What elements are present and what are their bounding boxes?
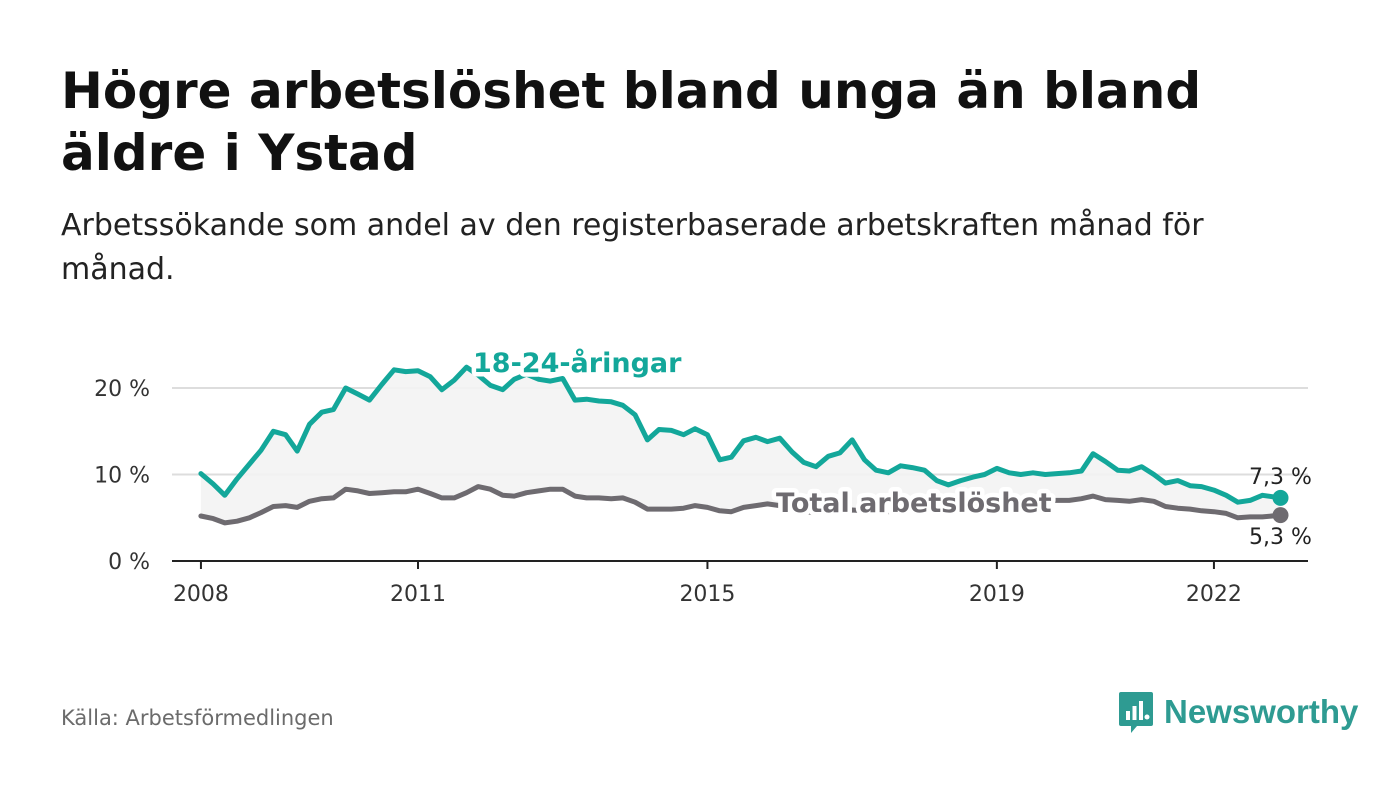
y-tick-label: 20 % — [94, 377, 150, 402]
series-end-point-total — [1272, 507, 1289, 524]
end-value-label-total: 5,3 % — [1249, 525, 1312, 550]
y-tick-label: 0 % — [108, 550, 150, 575]
source-note: Källa: Arbetsförmedlingen — [61, 706, 334, 730]
y-tick-label: 10 % — [94, 464, 150, 489]
x-tick-label: 2011 — [390, 582, 446, 607]
x-tick-label: 2019 — [969, 582, 1025, 607]
series-label-youth: 18-24-åringar — [473, 347, 682, 379]
x-tick-label: 2015 — [679, 582, 735, 607]
newsworthy-logo-icon — [1119, 692, 1153, 733]
series-end-point-youth — [1272, 489, 1289, 506]
series-label-total: Total arbetslöshet — [776, 488, 1052, 519]
brand-logo: Newsworthy — [1118, 690, 1358, 734]
page-subtitle: Arbetssökande som andel av den registerb… — [61, 208, 1204, 287]
line-chart: 0 % 10 % 20 % 2008 2011 2015 2019 2022 18-24-åri… — [94, 343, 1312, 608]
page-title: Högre arbetslöshet bland unga än bland ä… — [61, 62, 1202, 182]
brand-name: Newsworthy — [1164, 693, 1359, 730]
x-tick-label: 2008 — [173, 582, 229, 607]
x-tick-label: 2022 — [1186, 582, 1242, 607]
end-value-label-youth: 7,3 % — [1249, 465, 1312, 490]
series-line-youth — [198, 364, 1283, 505]
series-line-total — [198, 484, 1283, 526]
